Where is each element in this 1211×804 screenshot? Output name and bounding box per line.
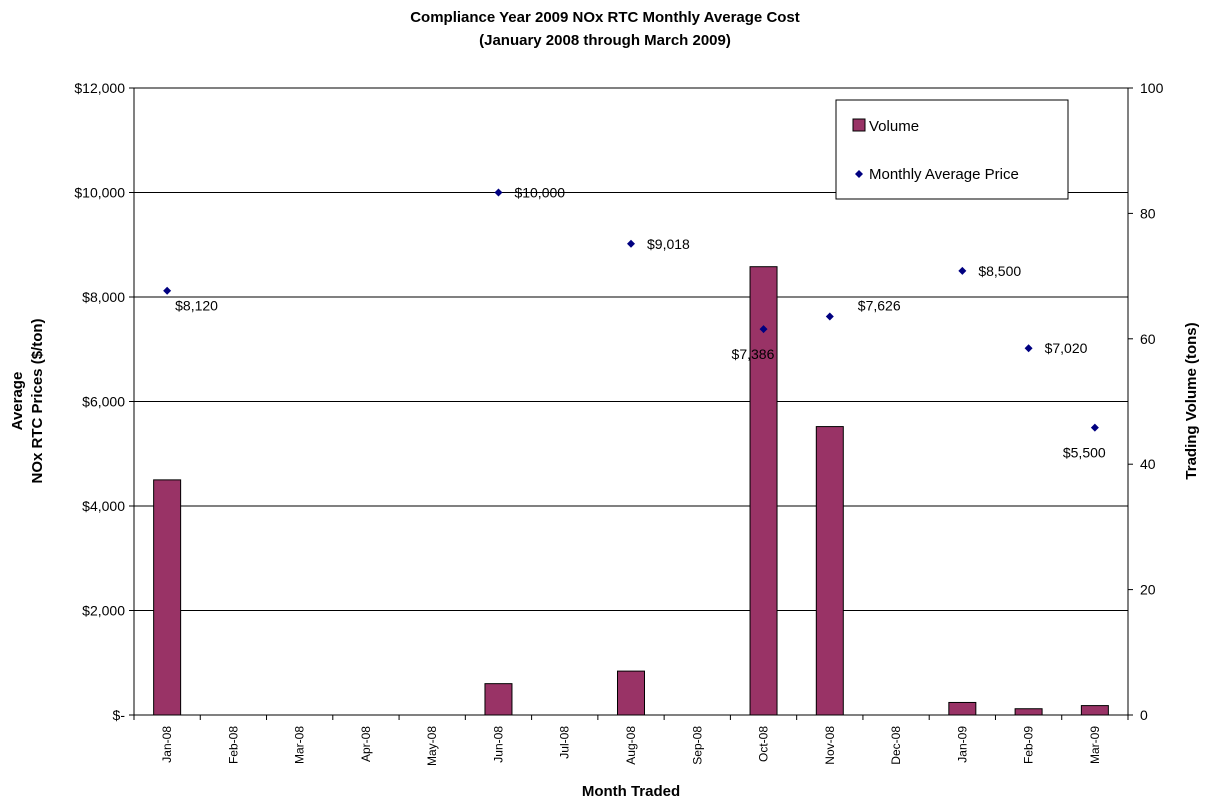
price-data-label: $7,386 xyxy=(732,346,775,362)
x-tick-label: Oct-08 xyxy=(757,726,771,762)
x-tick-label: Jan-09 xyxy=(955,726,969,763)
x-tick-label: Aug-08 xyxy=(624,726,638,765)
left-axis-title-line1: Average xyxy=(9,372,26,431)
x-tick-label: Apr-08 xyxy=(359,726,373,762)
price-data-label: $5,500 xyxy=(1063,445,1106,461)
price-point xyxy=(759,325,768,334)
x-tick-label: Jul-08 xyxy=(558,726,572,759)
legend-price-marker xyxy=(855,170,863,178)
price-point xyxy=(163,286,172,295)
right-axis-title: Trading Volume (tons) xyxy=(1183,322,1200,479)
right-tick-label: 40 xyxy=(1140,456,1156,472)
legend-volume-swatch xyxy=(852,118,866,132)
price-point xyxy=(494,188,503,197)
volume-bar xyxy=(617,670,645,716)
legend: Volume Monthly Average Price xyxy=(835,99,1069,200)
x-axis: Jan-08 Feb-08 Mar-08 Apr-08 May-08 Jun-08 Jul-… xyxy=(133,715,1129,766)
volume-bar xyxy=(815,426,844,716)
gridlines xyxy=(134,192,1128,611)
volume-bar xyxy=(153,479,182,716)
right-tick-label: 60 xyxy=(1140,331,1156,347)
legend-box xyxy=(835,99,1069,200)
volume-bar xyxy=(948,701,977,716)
left-axis: $- $2,000 $4,000 $6,000 $8,000 $10,000 $12,000 xyxy=(74,80,134,723)
left-tick-label: $10,000 xyxy=(74,185,125,201)
price-data-label: $8,500 xyxy=(978,263,1021,279)
legend-volume-label: Volume xyxy=(869,118,919,135)
left-tick-label: $- xyxy=(113,707,126,723)
price-point xyxy=(825,312,834,321)
x-tick-label: Feb-08 xyxy=(226,726,240,764)
right-tick-label: 100 xyxy=(1140,80,1164,96)
volume-bar xyxy=(1014,708,1043,716)
right-tick-label: 20 xyxy=(1140,582,1156,598)
x-tick-label: Sep-08 xyxy=(690,726,704,765)
x-tick-label: May-08 xyxy=(425,726,439,766)
price-data-label: $7,020 xyxy=(1045,340,1088,356)
price-data-label: $9,018 xyxy=(647,236,690,252)
volume-bar xyxy=(749,266,778,716)
left-tick-label: $2,000 xyxy=(82,603,125,619)
chart-title: Compliance Year 2009 NOx RTC Monthly Ave… xyxy=(410,9,800,26)
left-tick-label: $8,000 xyxy=(82,289,125,305)
price-point xyxy=(627,239,635,248)
volume-bar xyxy=(1080,705,1109,716)
volume-bars xyxy=(153,266,1109,716)
x-tick-label: Jan-08 xyxy=(160,726,174,763)
volume-bar xyxy=(484,683,513,716)
left-tick-label: $12,000 xyxy=(74,80,125,96)
price-data-label: $8,120 xyxy=(175,298,218,314)
x-tick-label: Nov-08 xyxy=(823,726,837,765)
x-tick-label: Mar-09 xyxy=(1088,726,1102,764)
x-tick-label: Jun-08 xyxy=(491,726,505,763)
x-tick-label: Dec-08 xyxy=(889,726,903,765)
x-tick-label: Mar-08 xyxy=(293,726,307,764)
right-tick-label: 80 xyxy=(1140,205,1156,221)
left-axis-title-line2: NOx RTC Prices ($/ton) xyxy=(29,318,46,483)
chart-subtitle: (January 2008 through March 2009) xyxy=(479,32,731,49)
left-tick-label: $6,000 xyxy=(82,394,125,410)
legend-price-label: Monthly Average Price xyxy=(869,166,1019,183)
right-tick-label: 0 xyxy=(1140,707,1148,723)
price-data-label: $7,626 xyxy=(858,298,901,314)
left-tick-label: $4,000 xyxy=(82,498,125,514)
price-data-label: $10,000 xyxy=(514,185,565,201)
x-tick-label: Feb-09 xyxy=(1022,726,1036,764)
price-point xyxy=(958,266,967,275)
price-point xyxy=(1090,423,1099,432)
x-axis-title: Month Traded xyxy=(582,783,680,800)
price-point xyxy=(1024,344,1033,353)
right-axis: 0 20 40 60 80 100 xyxy=(1128,80,1164,723)
price-points: $8,120 $10,000 $9,018 $7,386 $7,626 $8,500 $7,… xyxy=(163,185,1106,461)
